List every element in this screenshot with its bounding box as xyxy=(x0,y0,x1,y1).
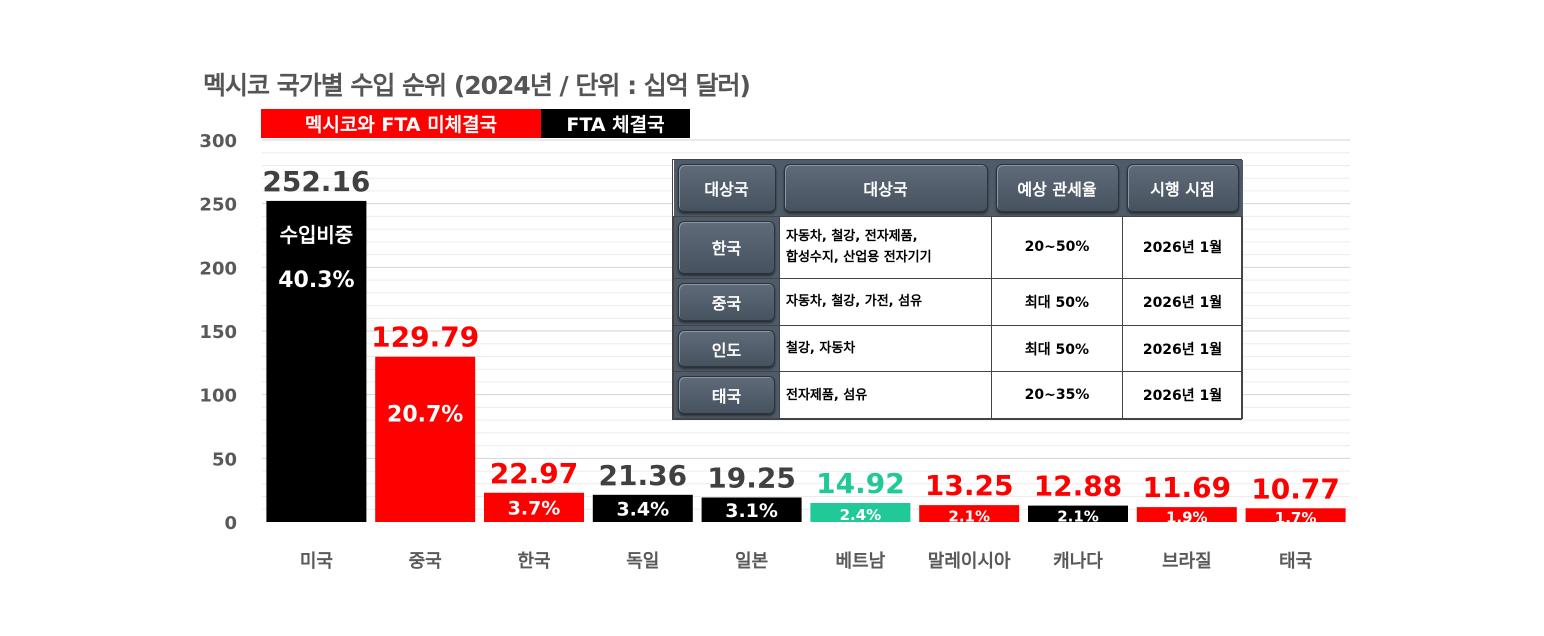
bar xyxy=(484,492,584,522)
row-start: 2026년 1월 xyxy=(1122,278,1243,326)
value-label: 10.77 xyxy=(1251,472,1340,505)
bar xyxy=(1245,508,1346,522)
y-tick-label: 250 xyxy=(199,195,237,216)
table-row: 인도 철강, 자동차 최대 50% 2026년 1월 xyxy=(673,324,1243,373)
row-rate: 최대 50% xyxy=(991,278,1123,326)
category-label: 중국 xyxy=(409,551,442,572)
bar xyxy=(592,494,693,522)
tariff-table: 대상국 대상국 예상 관세율 시행 시점 한국 자동차, 철강, 전자제품, 합성… xyxy=(672,159,1243,420)
header-cell: 시행 시점 xyxy=(1122,160,1243,216)
table-row: 한국 자동차, 철강, 전자제품, 합성수지, 산업용 전자기기 20~50% 2… xyxy=(673,215,1243,280)
bar xyxy=(1136,507,1237,522)
bar xyxy=(1028,505,1128,522)
y-tick-label: 0 xyxy=(224,513,237,534)
share-label: 2.1% xyxy=(1057,507,1099,525)
share-label: 40.3% xyxy=(278,268,354,293)
row-items: 자동차, 철강, 가전, 섬유 xyxy=(779,278,992,326)
category-label: 캐나다 xyxy=(1053,551,1103,572)
share-caption: 수입비중 xyxy=(280,223,354,247)
share-label: 3.4% xyxy=(616,499,669,521)
table-row: 태국 전자제품, 섬유 20~35% 2026년 1월 xyxy=(673,371,1243,419)
category-label: 말레이시아 xyxy=(928,551,1011,572)
row-rate: 최대 50% xyxy=(991,324,1123,373)
chart-title: 멕시코 국가별 수입 순위 (2024년 / 단위 : 십억 달러) xyxy=(203,71,751,100)
row-country: 태국 xyxy=(678,376,775,414)
legend-fta: FTA 체결국 xyxy=(541,109,690,138)
share-label: 2.4% xyxy=(840,506,882,524)
bar xyxy=(375,356,476,522)
share-label: 3.7% xyxy=(508,498,561,520)
legend-non-fta: 멕시코와 FTA 미체결국 xyxy=(261,109,541,138)
items-line: 합성수지, 산업용 전자기기 xyxy=(786,250,932,266)
y-tick-label: 300 xyxy=(199,131,237,152)
header-cell: 대상국 xyxy=(673,160,780,216)
row-start: 2026년 1월 xyxy=(1122,215,1243,280)
row-rate: 20~35% xyxy=(991,371,1123,419)
share-label: 3.1% xyxy=(725,500,778,522)
value-label: 129.79 xyxy=(371,321,479,354)
category-label: 일본 xyxy=(735,551,768,572)
share-label: 20.7% xyxy=(387,403,463,428)
tariff-table-header: 대상국 대상국 예상 관세율 시행 시점 xyxy=(673,160,1243,216)
row-country-cell: 인도 xyxy=(673,324,780,373)
bar xyxy=(701,497,802,522)
row-start: 2026년 1월 xyxy=(1122,324,1243,373)
row-items: 전자제품, 섬유 xyxy=(779,371,992,419)
items-line: 자동차, 철강, 가전, 섬유 xyxy=(786,294,923,310)
share-label: 2.1% xyxy=(948,507,990,525)
category-label: 독일 xyxy=(626,551,659,572)
value-label: 11.69 xyxy=(1143,471,1232,504)
items-line: 전자제품, 섬유 xyxy=(786,387,868,403)
share-label: 1.9% xyxy=(1166,508,1208,526)
value-label: 14.92 xyxy=(816,467,905,500)
category-label: 한국 xyxy=(517,551,550,572)
header-country: 대상국 xyxy=(677,164,776,212)
y-tick-label: 150 xyxy=(199,322,237,343)
row-items: 자동차, 철강, 전자제품, 합성수지, 산업용 전자기기 xyxy=(779,215,992,280)
row-country: 중국 xyxy=(678,283,775,321)
category-label: 베트남 xyxy=(836,551,886,572)
value-label: 21.36 xyxy=(599,459,688,492)
row-country: 한국 xyxy=(678,220,775,275)
value-label: 13.25 xyxy=(925,469,1014,502)
bar xyxy=(919,505,1020,522)
bar xyxy=(266,200,367,522)
header-cell: 예상 관세율 xyxy=(991,160,1123,216)
value-label: 12.88 xyxy=(1034,470,1123,503)
value-label: 252.16 xyxy=(262,165,370,198)
category-label: 태국 xyxy=(1279,551,1312,572)
share-label: 1.7% xyxy=(1275,509,1317,527)
header-start: 시행 시점 xyxy=(1126,164,1239,212)
header-cell: 대상국 xyxy=(779,160,992,216)
row-rate: 20~50% xyxy=(991,215,1123,280)
value-label: 19.25 xyxy=(707,461,796,494)
row-country-cell: 중국 xyxy=(673,278,780,326)
value-label: 22.97 xyxy=(490,457,579,490)
row-items: 철강, 자동차 xyxy=(779,324,992,373)
row-start: 2026년 1월 xyxy=(1122,371,1243,419)
table-row: 중국 자동차, 철강, 가전, 섬유 최대 50% 2026년 1월 xyxy=(673,278,1243,326)
y-tick-label: 200 xyxy=(199,258,237,279)
y-tick-label: 100 xyxy=(199,386,237,407)
header-items: 대상국 xyxy=(783,164,988,212)
row-country-cell: 태국 xyxy=(673,371,780,419)
bar xyxy=(810,503,911,522)
y-tick-label: 50 xyxy=(212,449,237,470)
category-label: 브라질 xyxy=(1162,551,1212,572)
row-country: 인도 xyxy=(678,329,775,368)
row-country-cell: 한국 xyxy=(673,215,780,280)
header-rate: 예상 관세율 xyxy=(995,164,1119,212)
items-line: 철강, 자동차 xyxy=(786,341,856,357)
items-line: 자동차, 철강, 전자제품, xyxy=(786,229,918,245)
category-label: 미국 xyxy=(300,551,333,572)
